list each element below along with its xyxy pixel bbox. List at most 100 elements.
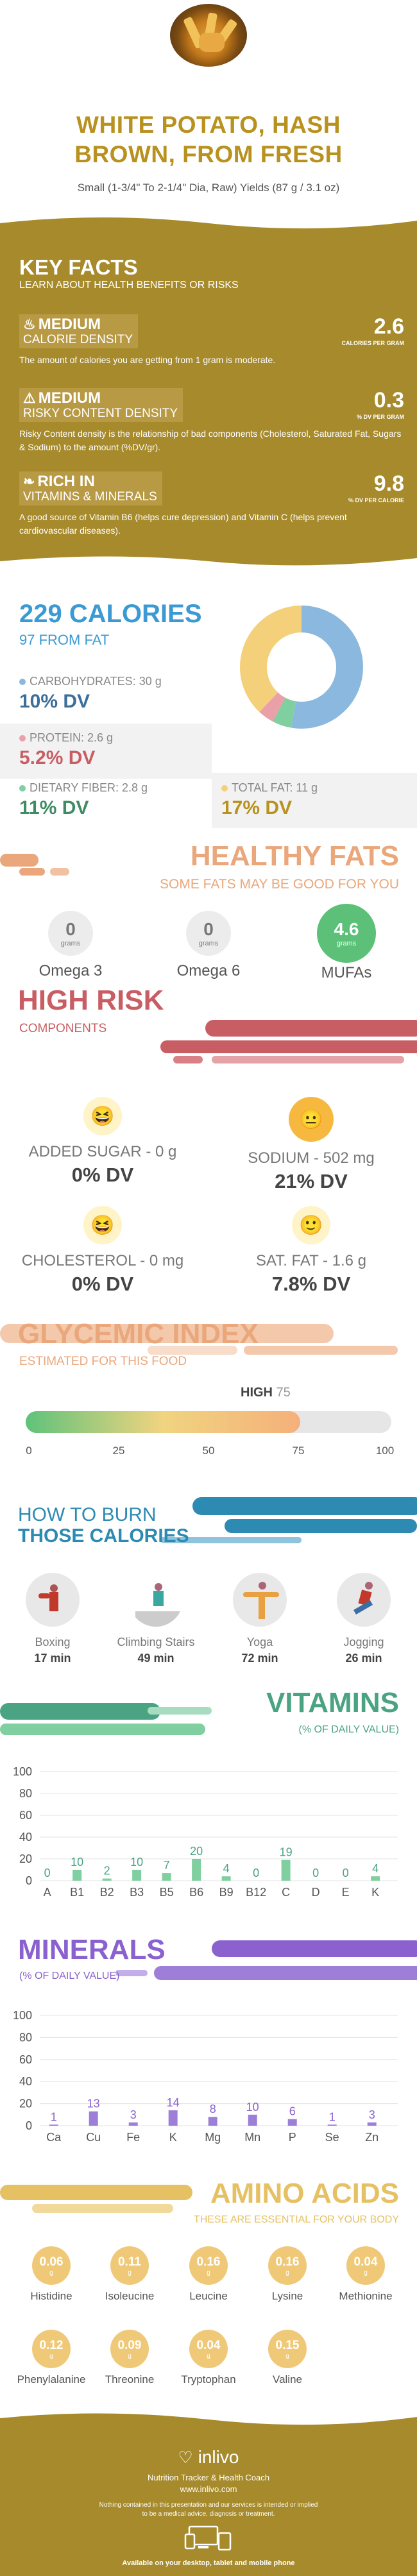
sad-face-icon: 😐: [289, 1097, 334, 1142]
carbs-dot: [19, 679, 26, 686]
value-label-K: 4: [372, 1862, 379, 1875]
heart-icon: ♡: [178, 2448, 193, 2467]
minerals-title: MINERALS: [18, 1934, 166, 1965]
fact-value: 9.8: [373, 471, 404, 496]
activity-boxing: Boxing 17 min: [1, 1573, 104, 1665]
value-label-B1: 10: [71, 1856, 83, 1868]
amino-tryptophan: 0.04 g Tryptophan: [170, 2330, 247, 2386]
y-tick-label: 80: [19, 2031, 32, 2044]
bar-Mn: [248, 2114, 257, 2126]
gi-tick: 50: [202, 1445, 215, 1457]
high-risk-banner: [160, 1020, 417, 1063]
y-tick-label: 100: [13, 1765, 32, 1778]
x-tick-label-B9: B9: [219, 1886, 234, 1899]
bar-Se: [327, 2124, 337, 2126]
bar-B2: [102, 1878, 112, 1881]
activity-climbing-stairs: Climbing Stairs 49 min: [105, 1573, 207, 1665]
fat-omega-6: 0 grams Omega 6: [157, 911, 260, 980]
amino-valine: 0.15 g Valine: [249, 2330, 326, 2386]
bar-Cu: [89, 2111, 98, 2126]
footer-background: [0, 2413, 417, 2576]
value-label-E: 0: [343, 1867, 349, 1879]
vitamins-subtitle: (% OF DAILY VALUE): [298, 1724, 399, 1735]
x-tick-label-Mg: Mg: [205, 2131, 221, 2144]
fact-vitamins-minerals: ❧ RICH IN VITAMINS & MINERALS 9.8 % DV PE…: [19, 471, 404, 538]
risk-sat-fat: 🙂 SAT. FAT - 1.6 g 7.8% DV: [215, 1206, 407, 1296]
footer-disclaimer: Nothing contained in this presentation a…: [99, 2502, 318, 2509]
macro-total-fat: TOTAL FAT: 11 g 17% DV: [221, 781, 318, 818]
x-tick-label-B2: B2: [100, 1886, 114, 1899]
minerals-banner: [115, 1940, 417, 1980]
glycemic-title: GLYCEMIC INDEX: [18, 1318, 259, 1350]
amino-banner: [0, 2185, 192, 2213]
x-tick-label-Cu: Cu: [86, 2131, 101, 2144]
vitamins-title: VITAMINS: [266, 1687, 399, 1718]
value-label-A: 0: [44, 1867, 51, 1879]
jogging-icon: [337, 1573, 391, 1627]
bar-B3: [132, 1870, 142, 1881]
healthy-fats-banner: [0, 854, 69, 876]
activity-jogging: Jogging 26 min: [312, 1573, 415, 1665]
burn-title: HOW TO BURN: [18, 1504, 157, 1525]
value-label-B12: 0: [253, 1867, 259, 1879]
x-tick-label-Mn: Mn: [244, 2131, 260, 2144]
warning-icon: ⚠: [23, 390, 36, 406]
fat-dot: [221, 785, 228, 792]
y-tick-label: 60: [19, 1809, 32, 1822]
x-tick-label-Zn: Zn: [365, 2131, 379, 2144]
risk-sodium: 😐 SODIUM - 502 mg 21% DV: [215, 1097, 407, 1193]
calories-from-fat: 97 FROM FAT: [19, 632, 110, 648]
glycemic-subtitle: ESTIMATED FOR THIS FOOD: [19, 1355, 187, 1368]
x-tick-label-B5: B5: [160, 1886, 174, 1899]
fact-calorie-density: ♨ MEDIUM CALORIE DENSITY 2.6 CALORIES PER…: [19, 314, 404, 367]
vitamins-bar-chart: 0204060801000A10B12B210B37B520B64B90B121…: [13, 1765, 398, 1899]
value-label-B5: 7: [164, 1859, 170, 1872]
bar-C: [281, 1860, 291, 1881]
healthy-fats-title: HEALTHY FATS: [190, 840, 399, 872]
value-label-Cu: 13: [87, 2097, 100, 2110]
value-label-D: 0: [312, 1867, 319, 1879]
footer-url[interactable]: www.inlivo.com: [180, 2484, 237, 2494]
burn-title-2: THOSE CALORIES: [18, 1525, 189, 1546]
fact-description: A good source of Vitamin B6 (helps cure …: [19, 512, 347, 536]
x-tick-label-P: P: [289, 2131, 296, 2144]
gi-tick: 0: [26, 1445, 32, 1457]
inlivo-logo: ♡ inlivo: [178, 2447, 239, 2467]
fact-tag: ♨ MEDIUM CALORIE DENSITY: [19, 314, 139, 348]
bar-B9: [221, 1876, 231, 1881]
fact-value: 0.3: [373, 388, 404, 412]
gi-tick: 100: [375, 1445, 395, 1457]
vitamins-banner: [0, 1703, 212, 1735]
amino-lysine: 0.16 g Lysine: [249, 2246, 326, 2303]
fact-unit: CALORIES PER GRAM: [341, 340, 404, 346]
donut-fat: [240, 606, 363, 729]
x-tick-label-B12: B12: [246, 1886, 266, 1899]
fact-risky-content: ⚠ MEDIUM RISKY CONTENT DENSITY 0.3 % DV P…: [19, 388, 404, 454]
risk-cholesterol: 😆 CHOLESTEROL - 0 mg 0% DV: [6, 1206, 199, 1296]
y-tick-label: 40: [19, 2075, 32, 2088]
footer-availability: Available on your desktop, tablet and mo…: [122, 2559, 295, 2567]
value-label-Se: 1: [329, 2110, 336, 2123]
amino-threonine: 0.09 g Threonine: [91, 2330, 168, 2386]
x-tick-label-K: K: [169, 2131, 177, 2144]
protein-dot: [19, 735, 26, 742]
footer-disclaimer-2: to be a medical advice, diagnosis or tre…: [142, 2511, 275, 2518]
macro-protein-bg: [0, 724, 212, 779]
x-tick-label-K: K: [371, 1886, 379, 1899]
amino-leucine: 0.16 g Leucine: [170, 2246, 247, 2303]
value-label-Fe: 3: [130, 2108, 137, 2121]
amino-methionine: 0.04 g Methionine: [327, 2246, 404, 2303]
calories-title: 229 CALORIES: [19, 600, 202, 628]
laughing-face-icon: 😆: [83, 1097, 122, 1135]
macro-protein: PROTEIN: 2.6 g 5.2% DV: [19, 731, 114, 768]
y-tick-label: 40: [19, 1831, 32, 1843]
hash-brown-photo: [170, 4, 247, 67]
smile-face-icon: 🙂: [292, 1206, 330, 1244]
fat-circle: 0 grams: [186, 911, 231, 956]
y-tick-label: 20: [19, 2097, 32, 2110]
x-tick-label-B1: B1: [70, 1886, 84, 1899]
y-tick-label: 80: [19, 1787, 32, 1800]
bar-Ca: [49, 2124, 58, 2126]
footer-tagline: Nutrition Tracker & Health Coach: [147, 2473, 270, 2482]
x-tick-label-B6: B6: [189, 1886, 203, 1899]
